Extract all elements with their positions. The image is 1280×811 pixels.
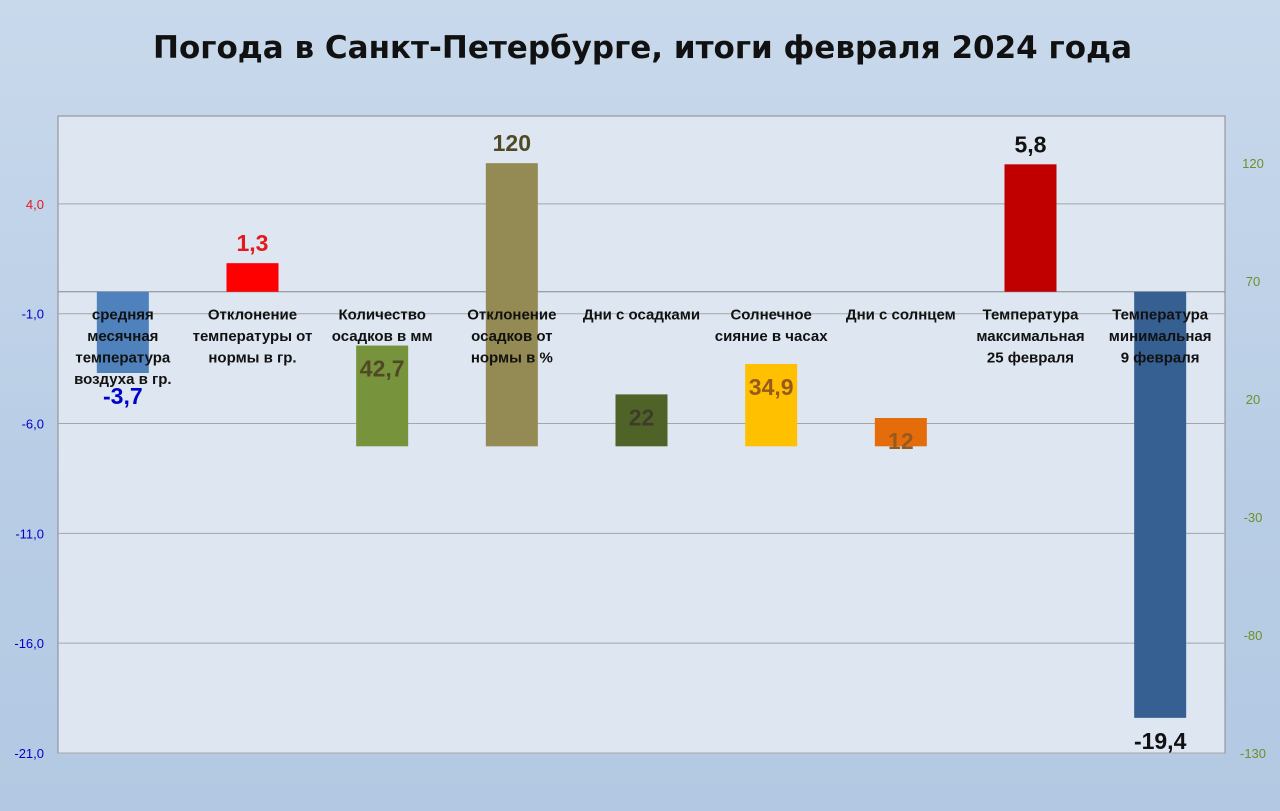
right-axis-tick-label: -80 [1244,628,1263,643]
bar [485,163,538,447]
category-label-line: нормы в гр. [208,350,296,367]
bar [615,394,668,447]
category-label-line: минимальная [1109,328,1212,345]
category-label-line: 25 февраля [987,350,1074,367]
category-label-line: 9 февраля [1121,350,1200,367]
right-axis-tick-label: 120 [1242,156,1264,171]
category-label-line: воздуха в гр. [74,371,172,388]
category-label: Температура максимальная 25 февраля [976,307,1084,367]
data-label: -19,4 [1134,728,1187,754]
data-label: 12 [888,428,914,454]
data-label: 5,8 [1015,131,1047,157]
right-axis-tick-label: -130 [1240,746,1266,761]
category-label-line: средняя [92,307,154,324]
bar [96,291,149,373]
category-label-line: температура [75,350,171,367]
data-label: -3,7 [103,383,143,409]
category-label: Солнечное сияние в часах [715,307,828,346]
bar [1134,291,1187,718]
left-axis-tick-label: 4,0 [26,197,44,212]
left-axis-tick-label: -6,0 [22,417,44,432]
category-label-line: Отклонение [208,307,297,324]
data-label: 120 [493,130,531,156]
category-label-line: осадков от [471,328,552,345]
category-label-line: осадков в мм [332,328,433,345]
right-axis-tick-label: 70 [1246,274,1260,289]
bar [874,417,927,447]
right-axis-tick-label: -30 [1244,510,1263,525]
category-label-line: Солнечное [730,307,811,324]
bar [226,263,279,292]
left-axis-tick-label: -11,0 [15,526,44,541]
category-label-line: Температура [1112,307,1209,324]
category-label-line: месячная [87,328,158,345]
right-axis-tick-label: 20 [1246,392,1260,407]
category-label-line: Отклонение [467,307,556,324]
data-label: 42,7 [360,356,405,382]
data-label: 1,3 [237,230,269,256]
category-label-line: Температура [983,307,1080,324]
category-label: Отклонение температуры от нормы в гр. [193,307,313,367]
category-label-line: Дни с солнцем [846,307,956,324]
category-label: Отклонение осадков от нормы в % [467,307,556,367]
chart-title: Погода в Санкт-Петербурге, итоги февраля… [153,30,1132,66]
left-axis-tick-label: -21,0 [14,746,44,761]
category-label-line: нормы в % [471,350,553,367]
data-label: 34,9 [749,374,794,400]
bar [745,363,798,447]
category-label: средняя месячная температура воздуха в гр. [74,307,172,389]
category-label: Дни с солнцем [846,307,956,324]
left-axis-tick-label: -16,0 [14,636,44,651]
left-axis-tick-label: -1,0 [22,307,44,322]
category-label-line: сияние в часах [715,328,828,345]
category-label-line: Дни с осадками [583,307,700,324]
category-label-line: максимальная [976,328,1084,345]
data-label: 22 [629,404,655,430]
category-label: Дни с осадками [583,307,700,324]
bar [1004,164,1057,292]
category-label: Количество осадков в мм [332,307,433,346]
category-label-line: Количество [338,307,425,324]
category-label-line: температуры от [193,328,313,345]
category-label: Температура минимальная 9 февраля [1109,307,1212,367]
bar [356,345,409,447]
